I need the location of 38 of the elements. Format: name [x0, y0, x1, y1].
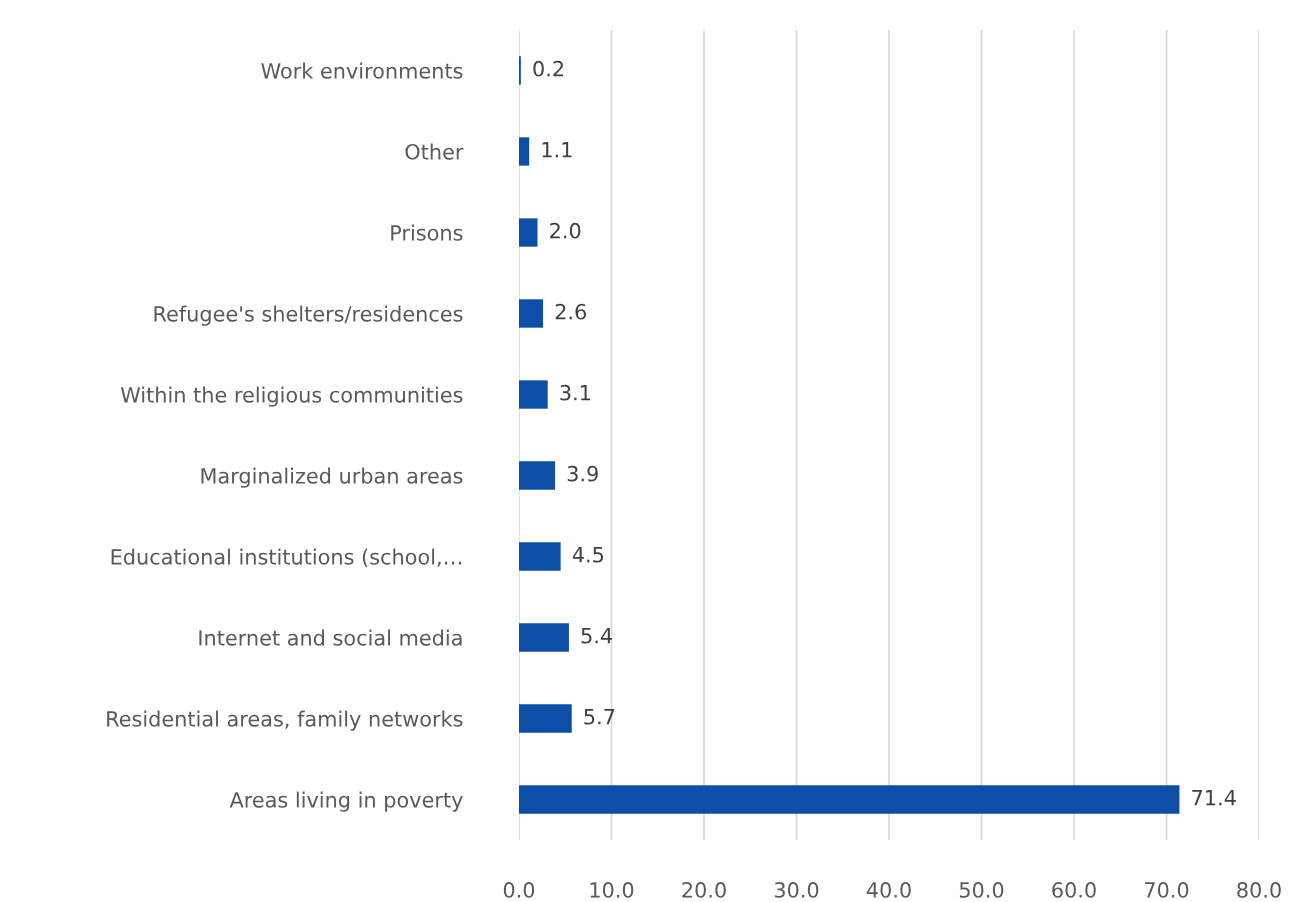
- data-label: 2.6: [555, 303, 586, 320]
- x-tick-label: 80.0: [1237, 882, 1281, 898]
- x-tick-label: 40.0: [866, 882, 911, 898]
- data-label: 3.1: [560, 384, 590, 401]
- bar: [519, 704, 572, 733]
- y-tick-label: Prisons: [391, 224, 463, 241]
- bar: [519, 299, 544, 328]
- x-tick-label: 0.0: [503, 882, 535, 898]
- y-tick-label: Marginalized urban areas: [201, 467, 463, 488]
- x-tick-label: 50.0: [959, 882, 1004, 898]
- x-tick-label: 20.0: [682, 882, 726, 898]
- x-tick-label: 30.0: [774, 882, 819, 898]
- bar: [519, 623, 569, 652]
- bar: [519, 785, 1180, 814]
- data-label: 2.0: [550, 222, 581, 239]
- data-label: 4.5: [572, 547, 604, 563]
- data-label: 0.2: [533, 60, 564, 77]
- data-label: 5.7: [584, 709, 615, 725]
- y-tick-label: Internet and social media: [199, 629, 462, 646]
- y-tick-label: Refugee's shelters/residences: [154, 305, 463, 326]
- y-tick-label: Work environments: [261, 62, 463, 79]
- bar: [519, 218, 538, 247]
- y-tick-label: Within the religious communities: [120, 386, 463, 407]
- bar: [519, 461, 556, 490]
- data-label: 1.1: [542, 142, 572, 158]
- bar: [519, 542, 561, 571]
- x-tick-label: 10.0: [590, 882, 634, 898]
- y-tick-label: Other: [405, 143, 464, 160]
- data-label: 5.4: [581, 628, 613, 644]
- x-tick-label: 70.0: [1145, 882, 1189, 898]
- data-label: 3.9: [567, 465, 598, 482]
- y-tick-label: Residential areas, family networks: [107, 710, 463, 731]
- x-tick-label: 60.0: [1052, 882, 1096, 898]
- data-label: 71.4: [1192, 790, 1236, 806]
- y-tick-label: Educational institutions (school,…: [111, 548, 462, 568]
- y-tick-label: Areas living in poverty: [229, 791, 463, 812]
- bar: [519, 137, 530, 166]
- bar: [519, 380, 548, 409]
